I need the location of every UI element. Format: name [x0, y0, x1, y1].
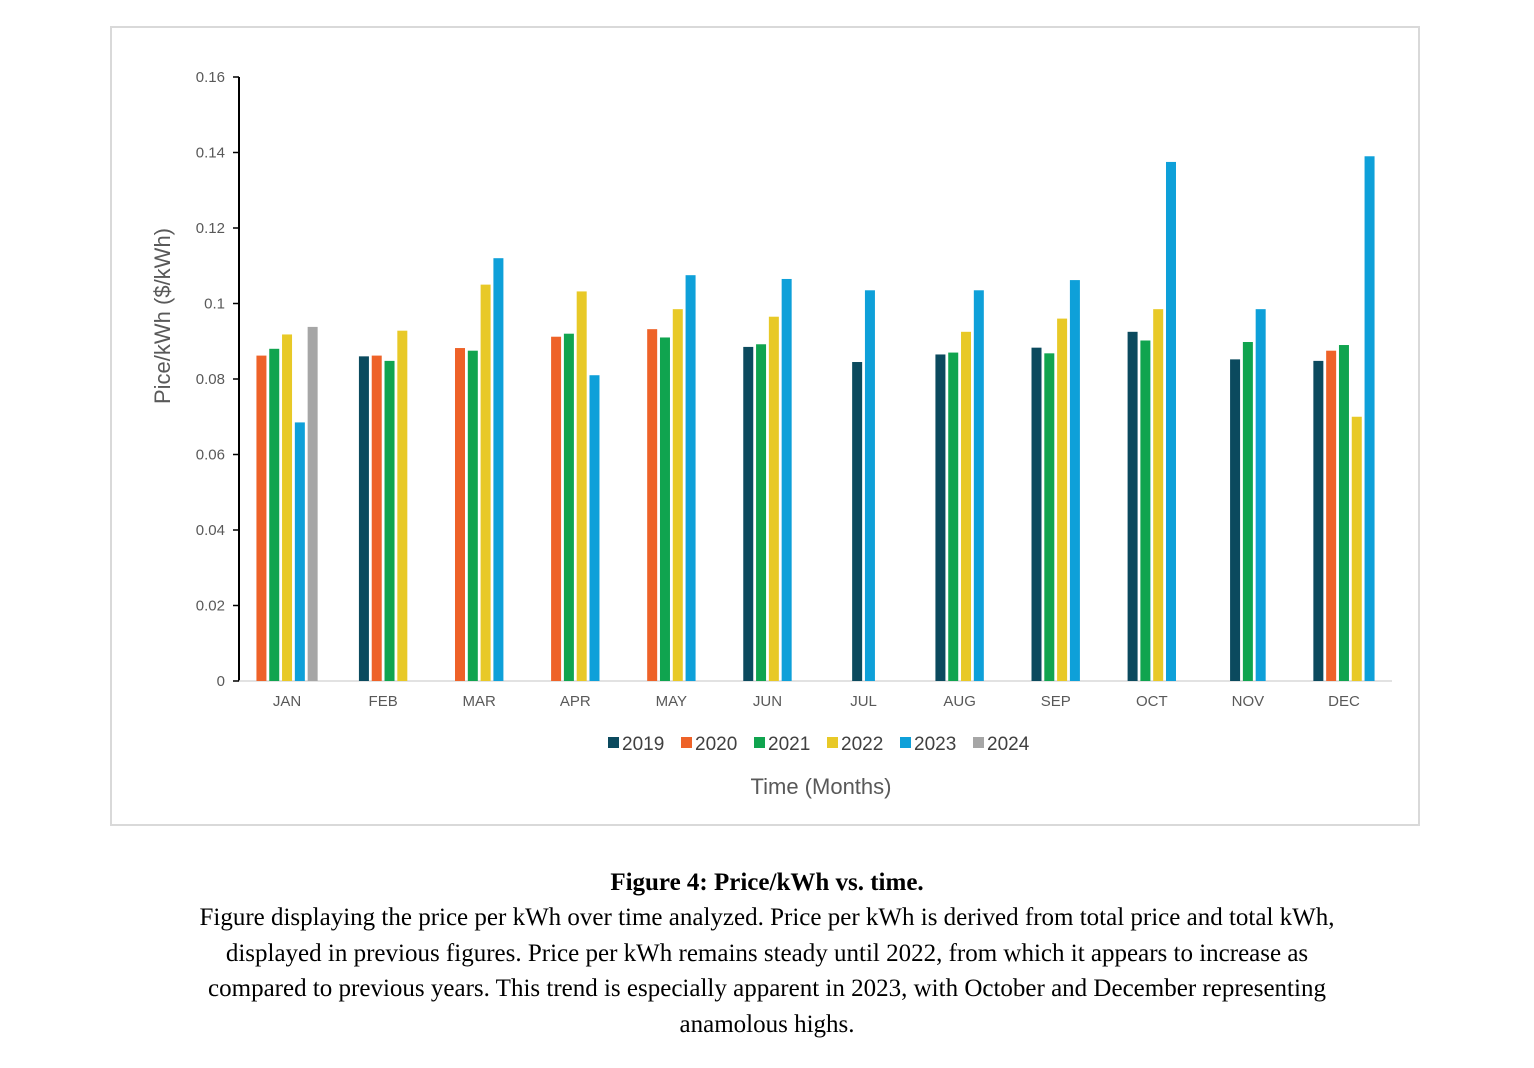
- bar-jan-2021: 2021 JAN: 0.088: [269, 348, 280, 681]
- legend-swatch-2023: [900, 737, 911, 748]
- bar-nov-2021: 2021 NOV: 0.0898: [1242, 342, 1253, 681]
- bar-sep-2023: 2023 SEP: 0.1062: [1069, 280, 1080, 681]
- caption-line: displayed in previous figures. Price per…: [225, 939, 1309, 967]
- bar-aug-2019: 2019 AUG: 0.0865: [935, 354, 946, 681]
- bar-nov-2023: 2023 NOV: 0.0985: [1255, 309, 1266, 681]
- bar-aug-2021: 2021 AUG: 0.087: [948, 352, 959, 681]
- x-tick-label: SEP: [1041, 693, 1071, 710]
- bar-apr-2021: 2021 APR: 0.092: [563, 333, 574, 681]
- bar-jan-2020: 2020 JAN: 0.0862: [256, 355, 267, 681]
- bar-aug-2022: 2022 AUG: 0.0925: [961, 331, 972, 681]
- x-tick-label: AUG: [943, 693, 976, 710]
- bar-feb-2021: 2021 FEB: 0.0848: [384, 360, 395, 681]
- bar-may-2022: 2022 MAY: 0.0985: [672, 309, 683, 681]
- legend: 2019 2020 2021 2022 2023 2024: [608, 734, 1030, 755]
- y-tick-label: 0.06: [196, 447, 225, 464]
- bar-dec-2021: 2021 DEC: 0.089: [1338, 345, 1349, 681]
- bar-jun-2021: 2021 JUN: 0.0892: [756, 344, 767, 681]
- bar-jun-2023: 2023 JUN: 0.1065: [781, 278, 792, 681]
- bar-dec-2022: 2022 DEC: 0.07: [1351, 416, 1362, 681]
- bar-oct-2022: 2022 OCT: 0.0985: [1153, 309, 1164, 681]
- bar-jun-2019: 2019 JUN: 0.0885: [743, 346, 754, 681]
- bars-group: 2020 JAN: 0.08622021 JAN: 0.0882022 JAN:…: [256, 156, 1375, 681]
- x-tick-label: APR: [560, 693, 591, 710]
- caption-line: Figure displaying the price per kWh over…: [199, 904, 1335, 931]
- bar-jan-2022: 2022 JAN: 0.0918: [282, 334, 293, 681]
- x-tick-label: FEB: [369, 693, 398, 710]
- y-axis: 0 0.02 0.04 0.06 0.08 0.1 0.12 0.14 0.16: [196, 69, 240, 690]
- bar-sep-2021: 2021 SEP: 0.0868: [1044, 353, 1055, 681]
- bar-sep-2022: 2022 SEP: 0.096: [1057, 318, 1068, 681]
- bar-feb-2022: 2022 FEB: 0.0928: [397, 330, 408, 681]
- bar-nov-2019: 2019 NOV: 0.0852: [1230, 359, 1241, 681]
- legend-label-2022: 2022: [841, 734, 883, 755]
- legend-label-2024: 2024: [987, 734, 1030, 755]
- bar-oct-2023: 2023 OCT: 0.1375: [1165, 161, 1176, 681]
- x-axis: JAN FEB MAR APR MAY JUN JUL AUG SEP OCT NOV DEC: [239, 680, 1392, 710]
- bar-apr-2022: 2022 APR: 0.1032: [576, 291, 587, 681]
- y-axis-label: Pice/kWh ($/kWh): [150, 228, 175, 404]
- y-tick-label: 0.02: [196, 598, 225, 615]
- bar-aug-2023: 2023 AUG: 0.1035: [973, 290, 984, 681]
- legend-swatch-2021: [754, 737, 765, 748]
- y-tick-label: 0.12: [196, 220, 225, 237]
- caption-line: anamolous highs.: [679, 1010, 855, 1038]
- x-tick-label: DEC: [1328, 693, 1360, 710]
- y-tick-label: 0.14: [196, 145, 225, 162]
- bar-oct-2019: 2019 OCT: 0.0925: [1127, 331, 1138, 681]
- bar-oct-2021: 2021 OCT: 0.0902: [1140, 340, 1151, 681]
- bar-mar-2022: 2022 MAR: 0.105: [480, 284, 491, 681]
- bar-dec-2023: 2023 DEC: 0.139: [1364, 156, 1375, 681]
- caption-body: Figure displaying the price per kWh over…: [40, 900, 1494, 1042]
- y-tick-label: 0.16: [196, 69, 225, 86]
- x-tick-label: NOV: [1232, 693, 1265, 710]
- chart-frame: 0 0.02 0.04 0.06 0.08 0.1 0.12 0.14 0.16 JAN FEB M…: [110, 26, 1420, 826]
- x-tick-label: MAY: [656, 693, 687, 710]
- legend-swatch-2019: [608, 737, 619, 748]
- caption-line: compared to previous years. This trend i…: [208, 975, 1326, 1002]
- y-tick-label: 0.1: [204, 296, 225, 313]
- bar-apr-2020: 2020 APR: 0.0912: [551, 336, 562, 681]
- caption-title: Figure 4: Price/kWh vs. time.: [610, 869, 924, 896]
- bar-may-2023: 2023 MAY: 0.1075: [685, 275, 696, 681]
- bar-jun-2022: 2022 JUN: 0.0965: [768, 316, 779, 681]
- x-tick-label: JUN: [753, 693, 782, 710]
- bar-dec-2019: 2019 DEC: 0.0848: [1313, 360, 1324, 681]
- legend-label-2021: 2021: [768, 734, 810, 755]
- x-tick-label: JAN: [273, 693, 301, 710]
- legend-swatch-2020: [681, 737, 692, 748]
- y-tick-label: 0: [217, 673, 225, 690]
- price-per-kwh-bar-chart: 0 0.02 0.04 0.06 0.08 0.1 0.12 0.14 0.16 JAN FEB M…: [150, 69, 1392, 799]
- bar-jul-2023: 2023 JUL: 0.1035: [864, 290, 875, 681]
- bar-jan-2024: 2024 JAN: 0.0938: [307, 326, 318, 681]
- y-tick-label: 0.08: [196, 371, 225, 388]
- legend-label-2020: 2020: [695, 734, 737, 755]
- y-tick-label: 0.04: [196, 522, 225, 539]
- bar-dec-2020: 2020 DEC: 0.0875: [1326, 350, 1337, 681]
- figure-caption: Figure 4: Price/kWh vs. time. Figure dis…: [40, 866, 1494, 1042]
- x-axis-label: Time (Months): [751, 774, 892, 799]
- bar-mar-2023: 2023 MAR: 0.112: [493, 258, 504, 681]
- bar-may-2021: 2021 MAY: 0.091: [659, 337, 670, 681]
- bar-may-2020: 2020 MAY: 0.0932: [647, 329, 658, 681]
- legend-label-2019: 2019: [622, 734, 664, 755]
- bar-mar-2021: 2021 MAR: 0.0875: [467, 350, 478, 681]
- bar-jan-2023: 2023 JAN: 0.0685: [294, 422, 305, 681]
- bar-sep-2019: 2019 SEP: 0.0883: [1031, 347, 1042, 681]
- bar-feb-2020: 2020 FEB: 0.0862: [371, 355, 382, 681]
- bar-apr-2023: 2023 APR: 0.081: [589, 375, 600, 681]
- legend-swatch-2024: [973, 737, 984, 748]
- bar-feb-2019: 2019 FEB: 0.086: [358, 356, 369, 681]
- legend-swatch-2022: [827, 737, 838, 748]
- bar-jul-2019: 2019 JUL: 0.0845: [852, 362, 863, 681]
- legend-label-2023: 2023: [914, 734, 956, 755]
- x-tick-label: JUL: [850, 693, 877, 710]
- bar-mar-2020: 2020 MAR: 0.0882: [455, 348, 466, 681]
- x-tick-label: MAR: [463, 693, 497, 710]
- x-tick-label: OCT: [1136, 693, 1168, 710]
